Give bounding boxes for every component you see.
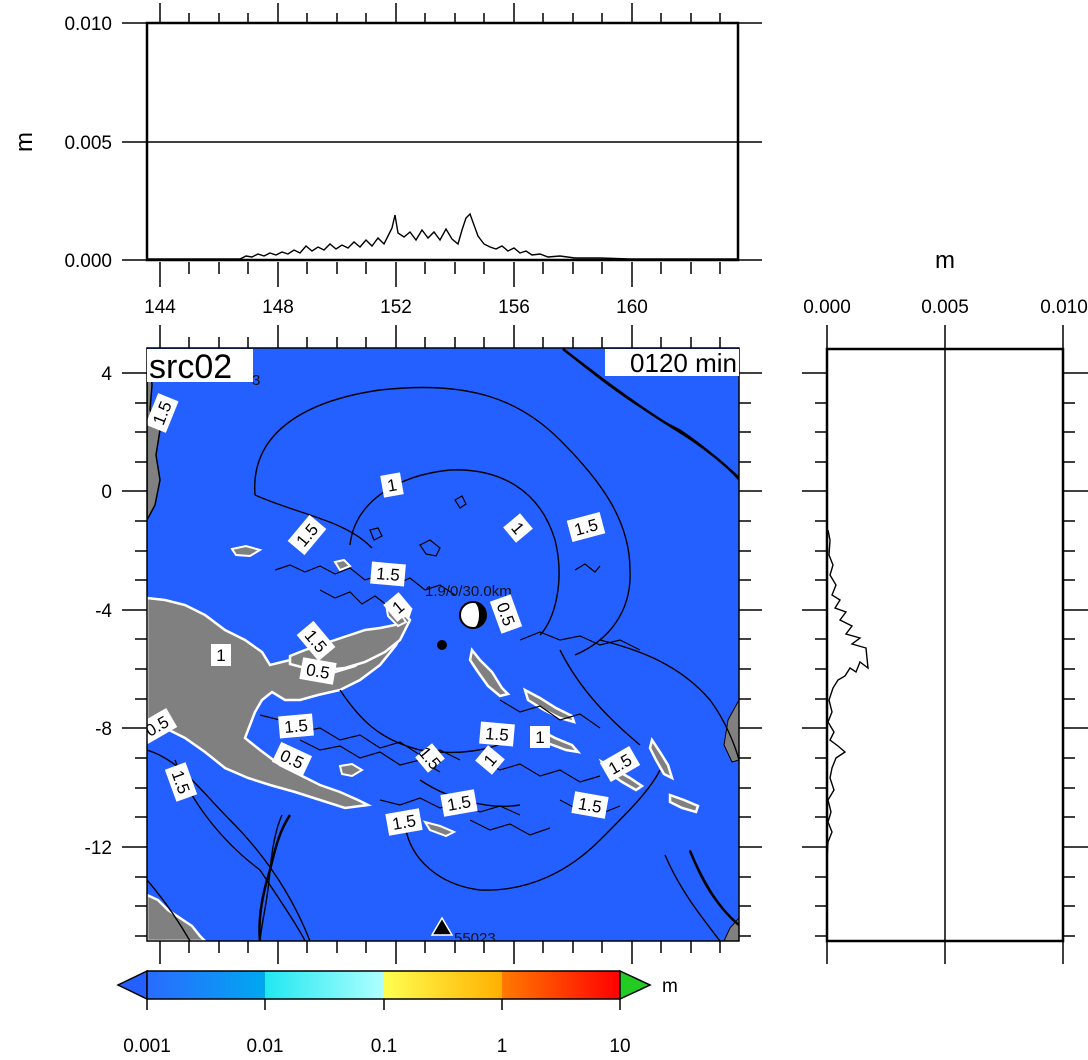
map-top-ticks (159, 325, 721, 348)
top-y-tick-label: 0.005 (64, 133, 112, 154)
top-profile-top-ticks (159, 3, 721, 23)
lat-tick-label: 4 (101, 364, 112, 385)
colorbar-segment (384, 971, 502, 999)
x-tick-label: 152 (380, 297, 412, 318)
contour-label: 0.5 (305, 660, 332, 683)
contour-label: 1.5 (484, 724, 509, 745)
contour-label: 1.5 (375, 564, 400, 585)
land-solomon-f (668, 793, 700, 814)
land-islet-3 (338, 762, 364, 778)
top-profile-curve (147, 212, 738, 260)
x-tick-label: 156 (498, 297, 530, 318)
contour-label: 1.5 (446, 792, 473, 815)
land-small-islet (230, 544, 263, 558)
colorbar-under-arrow (116, 969, 148, 1001)
time-label-bg (605, 349, 739, 376)
lat-tick-label: -4 (95, 601, 112, 622)
right-profile-panel: m 0.000 0.005 0.010 (802, 247, 1088, 964)
time-label: 0120 min (630, 348, 737, 378)
source-label-bg (147, 349, 253, 382)
land-solomon-b (522, 687, 576, 724)
right-x-tick-label: 0.005 (921, 297, 969, 318)
contour-label: 1.5 (283, 716, 308, 737)
lat-tick-label: 0 (101, 482, 112, 503)
land-solomon-a (468, 647, 511, 698)
coastal-contours (259, 495, 641, 836)
contour-label: 1.5 (391, 811, 418, 834)
map-frame (146, 347, 740, 942)
colorbar-unit-label: m (662, 976, 678, 997)
station-label: 55023 (454, 930, 496, 947)
land-islet-2 (333, 558, 352, 572)
land-solomon-e (648, 736, 675, 781)
colorbar-tick-label: 0.01 (247, 1036, 284, 1057)
station-triangle-icon (430, 916, 454, 936)
right-x-unit-label: m (935, 247, 955, 274)
map-lat-ticks (122, 372, 762, 937)
point-marker (437, 640, 447, 650)
contour-label: 1.5 (577, 794, 604, 817)
land-islet-4 (422, 820, 457, 838)
map-bottom-ticks (159, 941, 721, 964)
corner-fragment-label: 3 (252, 372, 260, 389)
colorbar-tick-label: 0.1 (371, 1036, 397, 1057)
top-profile-y-ticks (122, 22, 762, 261)
colorbar-segment (147, 971, 265, 999)
right-x-tick-label: 0.010 (1040, 297, 1088, 318)
epicenter-label: 1.9/0/30.0km (425, 583, 512, 600)
colorbar-segment (265, 971, 384, 999)
right-profile-ticks (802, 325, 1088, 964)
land-bottom-right (723, 917, 739, 941)
colorbar-ticks (146, 999, 621, 1010)
colorbar-tick-label: 1 (497, 1036, 508, 1057)
contour-label-group: 1.5 1 1.5 1 1.5 1.5 1 0.5 1.5 1 0.5 1.5 … (147, 393, 641, 836)
x-tick-label: 148 (262, 297, 294, 318)
colorbar-tick-label: 10 (609, 1036, 630, 1057)
colorbar-over-arrow (619, 969, 652, 1001)
colorbar: 0.001 0.01 0.1 1 10 m (116, 969, 678, 1057)
top-y-unit-label: m (11, 132, 38, 152)
right-x-tick-label: 0.000 (803, 297, 851, 318)
source-label: src02 (149, 348, 232, 386)
lat-tick-label: -8 (95, 719, 112, 740)
contour-label: 1 (386, 475, 399, 495)
epicenter-marker (459, 601, 487, 629)
right-profile-curve (826, 529, 869, 941)
x-tick-label: 160 (616, 297, 648, 318)
colorbar-tick-label: 0.001 (123, 1036, 171, 1057)
contour-label: 1 (535, 728, 544, 747)
contour-label: 1 (216, 646, 225, 665)
top-profile-panel: 0.010 0.005 0.000 m 144 148 152 (11, 3, 762, 348)
top-y-tick-label: 0.000 (64, 251, 112, 272)
top-profile-x-axis (159, 262, 721, 287)
contour-lines-bold (258, 348, 739, 941)
top-y-tick-label: 0.010 (64, 14, 112, 35)
lat-tick-label: -12 (85, 838, 112, 859)
x-tick-label: 144 (144, 297, 176, 318)
colorbar-segment (502, 971, 620, 999)
map-panel: 1.9/0/30.0km 55023 3 1.5 1 1.5 1 1.5 1.5… (85, 347, 762, 964)
